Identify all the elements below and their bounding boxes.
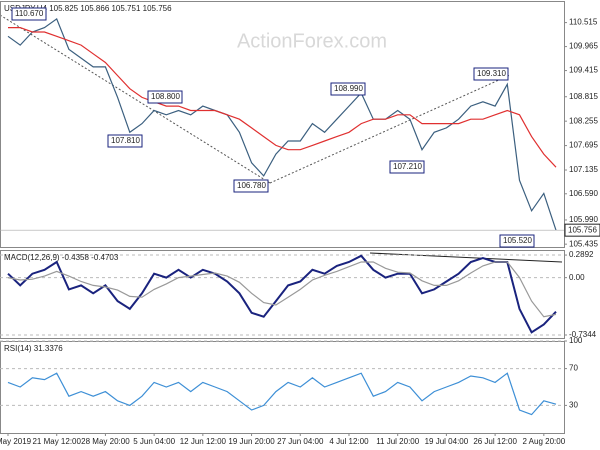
annotation-box <box>107 134 143 148</box>
current-price-label: 105.756 <box>568 225 597 234</box>
watermark: ActionForex.com <box>237 30 387 52</box>
x-tick-label: 27 Jun 04:00 <box>277 437 324 446</box>
x-tick-label: 21 May 12:00 <box>32 437 81 446</box>
x-tick-label: 26 Jul 12:00 <box>473 437 517 446</box>
y-tick-label: 105.435 <box>569 239 598 248</box>
annotation-box <box>11 7 47 21</box>
x-tick-label: 5 Jun 04:00 <box>133 437 175 446</box>
y-tick-label: 0.2892 <box>569 250 594 259</box>
annotation: 107.210 <box>393 162 422 171</box>
series-line <box>7 254 557 334</box>
y-tick-label: 100 <box>569 336 583 345</box>
x-tick-label: 4 Jul 12:00 <box>329 437 369 446</box>
panel-frame <box>0 1 565 248</box>
annotation-box <box>473 67 509 81</box>
annotation: 110.670 <box>15 9 44 18</box>
trendline <box>0 14 271 184</box>
annotation: 107.810 <box>111 136 140 145</box>
annotation: 105.520 <box>503 236 532 245</box>
annotation: 109.310 <box>477 69 506 78</box>
panel-frame <box>0 250 565 339</box>
panel-title: MACD(12,26,9) -0.4358 -0.4703 <box>4 253 119 262</box>
annotation: 108.800 <box>151 92 180 101</box>
y-tick-label: 0.00 <box>569 273 585 282</box>
y-tick-label: 105.990 <box>569 215 598 224</box>
annotation: 108.990 <box>334 84 363 93</box>
annotation-box <box>330 82 366 96</box>
x-tick-label: 2 Aug 20:00 <box>522 437 565 446</box>
x-tick-label: 19 Jul 04:00 <box>425 437 469 446</box>
annotation-box <box>389 160 425 174</box>
macd-trendline <box>369 252 563 263</box>
y-tick-label: -0.7344 <box>569 330 597 339</box>
x-tick-label: 12 Jun 12:00 <box>180 437 227 446</box>
x-tick-label: 14 May 2019 <box>0 437 32 446</box>
series-line <box>7 372 557 416</box>
current-price-box <box>564 223 600 237</box>
y-tick-label: 108.255 <box>569 116 598 125</box>
y-tick-label: 108.815 <box>569 92 598 101</box>
y-tick-label: 30 <box>569 401 578 410</box>
annotation-box <box>233 179 269 193</box>
panel-title: RSI(14) 31.3376 <box>4 344 63 353</box>
y-tick-label: 109.965 <box>569 42 598 51</box>
y-tick-label: 107.695 <box>569 141 598 150</box>
y-tick-label: 70 <box>569 364 578 373</box>
annotation-box <box>147 90 183 104</box>
y-tick-label: 110.515 <box>569 18 598 27</box>
annotation-box <box>499 234 535 248</box>
series-line <box>8 27 557 168</box>
x-tick-label: 19 Jun 20:00 <box>228 437 275 446</box>
y-tick-label: 109.415 <box>569 66 598 75</box>
y-tick-label: 106.590 <box>569 189 598 198</box>
series-line <box>7 261 557 318</box>
annotation: 106.780 <box>237 181 266 190</box>
x-tick-label: 11 Jul 20:00 <box>376 437 420 446</box>
panel-title: USDJPY,H4 105.825 105.866 105.751 105.75… <box>4 4 172 13</box>
x-tick-label: 28 May 20:00 <box>81 437 130 446</box>
y-tick-label: 107.135 <box>569 165 598 174</box>
